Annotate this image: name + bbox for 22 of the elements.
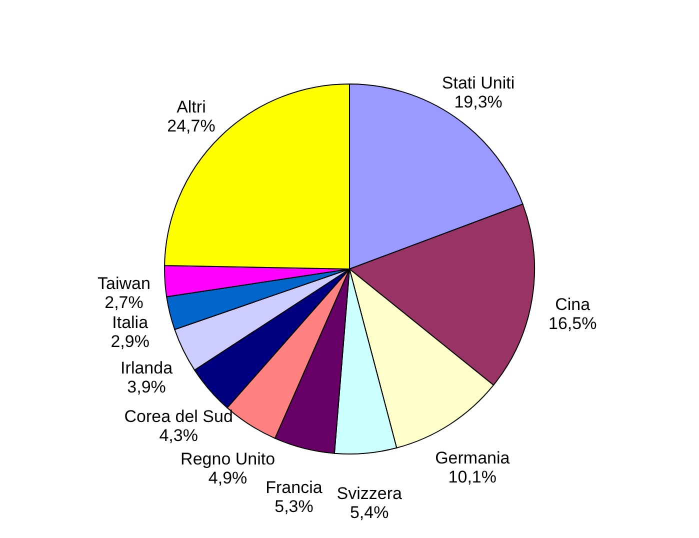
data-label: 2,7% — [104, 292, 144, 312]
slice-label: Taiwan — [98, 274, 150, 293]
slice-label: Svizzera — [336, 484, 402, 504]
data-label: 2,9% — [110, 332, 150, 352]
slice-label: Germania — [435, 448, 510, 468]
data-label: 24,7% — [167, 116, 216, 136]
data-label: 4,9% — [208, 468, 248, 488]
data-label: 4,3% — [159, 426, 198, 445]
slice-label: Italia — [112, 313, 149, 332]
data-label: 10,1% — [448, 468, 496, 487]
data-label: 5,4% — [350, 503, 389, 522]
slice-label: Stati Uniti — [442, 73, 515, 92]
slice-label: Francia — [266, 478, 323, 498]
slice-label: Corea del Sud — [124, 406, 233, 426]
data-label: 5,3% — [274, 497, 314, 516]
data-label: 19,3% — [454, 92, 502, 112]
slice-label: Irlanda — [120, 358, 174, 378]
slice-label: Regno Unito — [180, 449, 276, 468]
slice-label: Cina — [555, 295, 591, 314]
data-label: 16,5% — [548, 314, 597, 334]
data-label: 3,9% — [127, 377, 166, 396]
slice-label: Altri — [176, 98, 206, 117]
